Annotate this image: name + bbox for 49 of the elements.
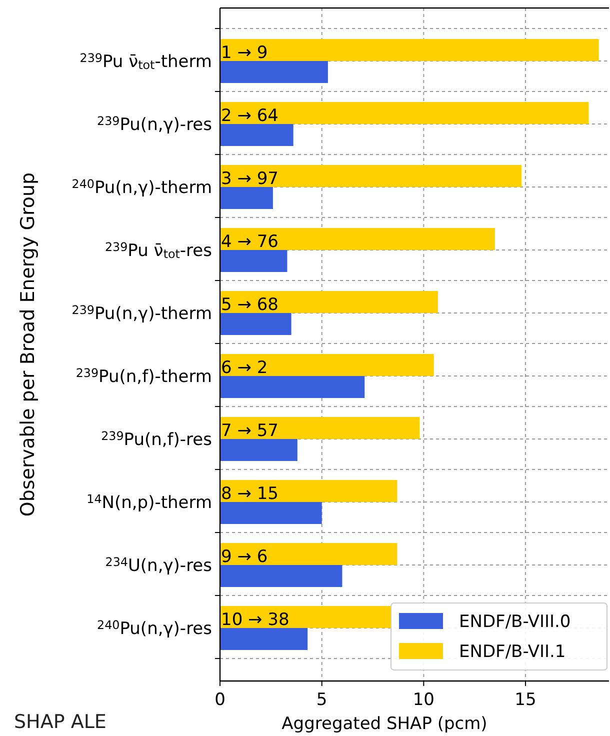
annotation: 4 → 76 bbox=[221, 232, 278, 252]
y-tick-label: $^{234}$U(n,γ)-res bbox=[105, 554, 212, 576]
bar bbox=[220, 502, 322, 524]
x-tick-label: 15 bbox=[514, 690, 536, 710]
y-tick-label: $^{239}$Pu(n,f)-therm bbox=[76, 366, 212, 387]
y-tick-label: $^{239}$Pu(n,γ)-therm bbox=[72, 302, 212, 324]
bar bbox=[220, 543, 398, 565]
bar bbox=[220, 228, 495, 250]
x-tick-label: 5 bbox=[316, 690, 328, 710]
y-axis-title: Observable per Broad Energy Group bbox=[17, 172, 39, 517]
bar bbox=[220, 480, 398, 502]
bar bbox=[220, 439, 298, 461]
annotation: 6 → 2 bbox=[221, 358, 268, 378]
y-tick-label: $^{14}$N(n,p)-therm bbox=[86, 492, 212, 513]
annotation: 9 → 6 bbox=[221, 547, 268, 567]
bar bbox=[220, 565, 342, 587]
y-tick-label: $^{239}$Pu(n,γ)-res bbox=[97, 114, 212, 135]
annotation: 7 → 57 bbox=[221, 421, 278, 441]
x-axis-title: Aggregated SHAP (pcm) bbox=[282, 714, 488, 734]
bar bbox=[220, 606, 392, 628]
bar bbox=[220, 124, 294, 146]
annotation: 10 → 38 bbox=[221, 610, 290, 630]
bar bbox=[220, 291, 438, 313]
bar bbox=[220, 61, 328, 83]
x-tick-label: 0 bbox=[214, 690, 226, 710]
annotation: 1 → 9 bbox=[221, 43, 268, 63]
y-tick-label: $^{239}$Pu ν̄$_{tot}$-res bbox=[104, 240, 212, 262]
bar bbox=[220, 39, 599, 61]
y-tick-label: $^{240}$Pu(n,γ)-res bbox=[97, 618, 212, 639]
y-tick-label: $^{240}$Pu(n,γ)-therm bbox=[72, 176, 212, 198]
annotation: 5 → 68 bbox=[221, 295, 278, 315]
bar bbox=[220, 187, 273, 209]
bar bbox=[220, 417, 420, 439]
y-tick-label: $^{239}$Pu(n,f)-res bbox=[101, 428, 212, 450]
bar bbox=[220, 250, 288, 272]
legend-label: ENDF/B-VIII.0 bbox=[459, 612, 571, 632]
bar bbox=[220, 628, 308, 650]
bar bbox=[220, 165, 522, 187]
bar bbox=[220, 102, 589, 124]
legend-label: ENDF/B-VII.1 bbox=[459, 642, 566, 662]
annotation: 8 → 15 bbox=[221, 484, 278, 504]
x-tick-label: 10 bbox=[412, 690, 434, 710]
bar bbox=[220, 354, 434, 376]
annotation: 3 → 97 bbox=[221, 169, 278, 189]
text: SHAP ALE bbox=[14, 711, 106, 733]
y-tick-label: $^{239}$Pu ν̄$_{tot}$-therm bbox=[80, 50, 212, 72]
bar bbox=[220, 376, 365, 398]
bar bbox=[220, 313, 292, 335]
annotation: 2 → 64 bbox=[221, 106, 278, 126]
